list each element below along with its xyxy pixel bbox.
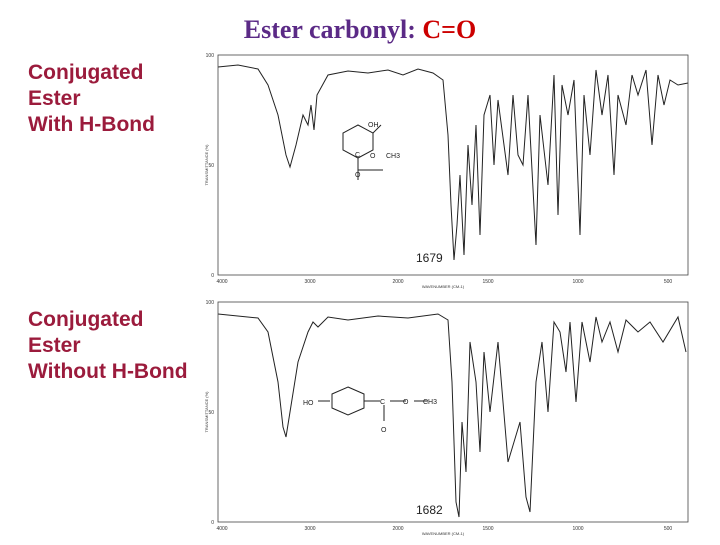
panel-label: Ester bbox=[28, 87, 81, 110]
y-tick-label: 0 bbox=[211, 273, 214, 279]
structure-label: O bbox=[370, 153, 376, 160]
structure-label: CH3 bbox=[423, 399, 437, 406]
structure-label: CH3 bbox=[386, 153, 400, 160]
x-axis-label: WAVENUMBER (CM-1) bbox=[422, 284, 465, 289]
x-tick-label: 500 bbox=[664, 279, 673, 285]
x-tick-label: 4000 bbox=[216, 279, 227, 285]
x-tick-label: 3000 bbox=[304, 526, 315, 532]
x-tick-label: 1500 bbox=[482, 279, 493, 285]
x-tick-label: 1500 bbox=[482, 526, 493, 532]
x-tick-label: 1000 bbox=[572, 279, 583, 285]
structure-label: C bbox=[380, 399, 385, 406]
structure bbox=[342, 124, 383, 180]
y-tick-label: 50 bbox=[208, 410, 214, 416]
x-axis-label: WAVENUMBER (CM-1) bbox=[422, 531, 465, 536]
title-main: Ester carbonyl: bbox=[244, 15, 416, 44]
panel-label: Conjugated bbox=[28, 61, 144, 84]
peak-label: 1682 bbox=[416, 503, 443, 517]
structure-label: HO bbox=[303, 400, 314, 407]
panel-label: With H-Bond bbox=[28, 113, 155, 136]
x-tick-label: 500 bbox=[664, 526, 673, 532]
peak-label: 1679 bbox=[416, 251, 443, 265]
x-tick-label: 3000 bbox=[304, 279, 315, 285]
y-axis-label: TRANSMITTANCE (%) bbox=[204, 144, 209, 186]
y-tick-label: 100 bbox=[206, 53, 215, 59]
panel-label: Ester bbox=[28, 334, 81, 357]
panel-label: Without H-Bond bbox=[28, 360, 188, 383]
structure bbox=[318, 386, 428, 421]
x-tick-label: 1000 bbox=[572, 526, 583, 532]
title: Ester carbonyl: C=O bbox=[244, 15, 476, 44]
structure-label: OH bbox=[368, 122, 379, 129]
x-tick-label: 2000 bbox=[392, 526, 403, 532]
structure-label: O bbox=[381, 427, 387, 434]
y-tick-label: 100 bbox=[206, 300, 215, 306]
structure-label: O bbox=[403, 399, 409, 406]
y-tick-label: 0 bbox=[211, 520, 214, 526]
spectrum-trace bbox=[217, 313, 687, 518]
panel-label: Conjugated bbox=[28, 308, 144, 331]
y-axis-label: TRANSMITTANCE (%) bbox=[204, 391, 209, 433]
x-tick-label: 4000 bbox=[216, 526, 227, 532]
x-tick-label: 2000 bbox=[392, 279, 403, 285]
title-highlight: C=O bbox=[422, 15, 476, 44]
plot-frame bbox=[217, 301, 689, 523]
y-tick-label: 50 bbox=[208, 163, 214, 169]
spectrum-trace bbox=[217, 64, 689, 261]
structure-label: C bbox=[355, 152, 360, 159]
structure-label: O bbox=[355, 172, 361, 179]
plot-frame bbox=[217, 54, 689, 276]
